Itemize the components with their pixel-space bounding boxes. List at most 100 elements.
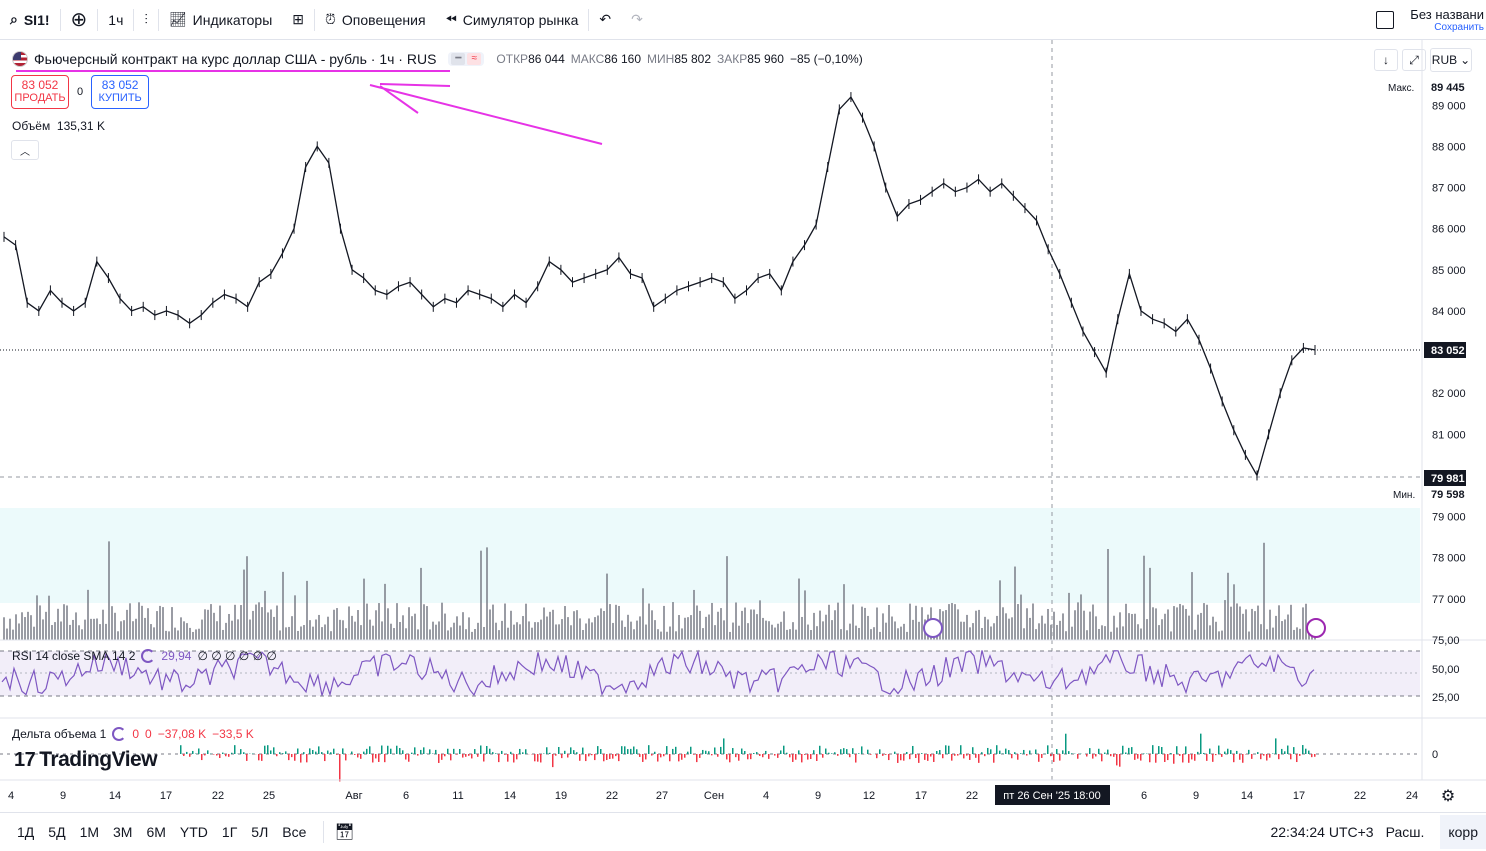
volume-bar (288, 626, 290, 640)
tradingview-logo[interactable]: 17 TradingView (14, 748, 158, 772)
range-button[interactable]: 1М (79, 824, 100, 840)
calendar-icon[interactable]: 📅︎ (334, 824, 355, 841)
delta-bar (324, 754, 326, 762)
redo-button[interactable]: ↷ (621, 0, 653, 40)
delta-bar (438, 754, 440, 763)
divider (323, 821, 325, 843)
volume-bar (126, 609, 128, 640)
volume-bar (1008, 618, 1010, 640)
range-button[interactable]: 1Г (221, 824, 238, 840)
volume-bar (162, 607, 164, 640)
delta-bar (1056, 749, 1058, 754)
volume-bar (1305, 603, 1307, 640)
buy-label: КУПИТЬ (98, 92, 142, 104)
delta-bar (732, 748, 734, 754)
delta-bar (1122, 745, 1124, 754)
status-pill: ━ ≈ (448, 52, 485, 66)
rsi-tick-label: 25,00 (1432, 692, 1460, 704)
scroll-down-button[interactable]: ↓ (1374, 49, 1398, 71)
chart-area[interactable]: 89 000 88 000 87 000 86 000 85 000 84 000 82 0… (0, 40, 1486, 810)
sell-button[interactable]: 83 052 ПРОДАТЬ (11, 75, 69, 109)
layout-square-icon[interactable] (1376, 11, 1394, 29)
delta-bar (972, 747, 974, 754)
delta-bar (1209, 748, 1211, 754)
last-price-label-bg (1424, 342, 1466, 358)
refresh-icon[interactable] (112, 727, 127, 741)
delta-bar (375, 754, 377, 759)
delta-bar (198, 748, 200, 754)
delta-bar (846, 749, 848, 754)
delta-bar (666, 746, 668, 754)
volume-bar (339, 619, 341, 640)
volume-bar (603, 610, 605, 640)
delta-bar (1092, 754, 1094, 759)
lightning-marker-icon[interactable] (1306, 618, 1326, 638)
chart-canvas[interactable]: 89 000 88 000 87 000 86 000 85 000 84 000 82 0… (0, 40, 1486, 810)
delta-bar (363, 751, 365, 754)
volume-bar (60, 621, 62, 640)
volume-bar (1047, 608, 1049, 640)
undo-button[interactable]: ↶ (589, 0, 621, 40)
volume-bar (1149, 567, 1151, 640)
templates-button[interactable]: ⊞ (282, 0, 314, 40)
volume-bar (1167, 609, 1169, 640)
event-marker-icon[interactable] (923, 618, 943, 638)
delta-bar (840, 749, 842, 754)
volume-legend: Объём 135,31 K (12, 119, 105, 133)
extended-hours-toggle[interactable]: Расш. (1385, 824, 1425, 840)
volume-bar (1077, 602, 1079, 640)
delta-bar (1107, 749, 1109, 754)
range-button[interactable]: 5Л (251, 824, 269, 840)
replay-button[interactable]: ⏪︎ Симулятор рынка (436, 0, 589, 40)
volume-bar (150, 624, 152, 640)
interval-button[interactable]: 1ч (98, 0, 133, 40)
volume-bar (873, 627, 875, 640)
volume-bar (1242, 613, 1244, 640)
delta-bar (966, 754, 968, 756)
symbol-title[interactable]: Фьючерсный контракт на курс доллар США -… (34, 51, 437, 67)
volume-bar (249, 619, 251, 640)
delta-bar (1104, 752, 1106, 754)
range-button[interactable]: 1Д (17, 824, 35, 840)
buy-button[interactable]: 83 052 КУПИТЬ (91, 75, 150, 109)
volume-bar (1053, 611, 1055, 640)
adjustment-toggle[interactable]: корр (1440, 815, 1486, 849)
volume-bar (630, 621, 632, 640)
chart-type-button[interactable]: ⫶ (134, 0, 158, 40)
volume-bar (471, 631, 473, 640)
chevron-down-icon: ⌄ (1460, 53, 1471, 67)
volume-bar (24, 617, 26, 640)
volume-bar (1092, 604, 1094, 640)
volume-bar (981, 627, 983, 640)
compare-add-button[interactable]: ⊕ (61, 0, 98, 40)
volume-bar (726, 556, 728, 640)
range-button[interactable]: Все (282, 824, 307, 840)
delta-bar (570, 747, 572, 754)
indicators-button[interactable]: 📈︎ Индикаторы (159, 0, 282, 40)
fullscreen-button[interactable]: ⤢ (1402, 49, 1426, 71)
delta-bar (510, 751, 512, 754)
currency-button[interactable]: RUB ⌄ (1430, 48, 1472, 72)
clock[interactable]: 22:34:24 UTC+3 (1270, 824, 1374, 840)
range-button[interactable]: 3М (113, 824, 133, 840)
range-button[interactable]: 5Д (48, 824, 66, 840)
delta-bar (612, 754, 614, 759)
bottom-toolbar: 1Д 5Д 1М 3М 6М YTD 1Г 5Л Все 📅︎ 22:34:24 UTC+3 Р… (0, 812, 1486, 851)
range-button[interactable]: 6М (146, 824, 166, 840)
symbol-search-button[interactable]: ⌕ SI1! (0, 0, 60, 40)
volume-bar (63, 604, 65, 640)
volume-bar (1182, 605, 1184, 640)
volume-bar (108, 541, 110, 640)
collapse-legend-button[interactable]: ︿ (11, 140, 39, 160)
save-layout-button[interactable]: Без названи Сохранить (1410, 7, 1486, 33)
time-tick-label: 9 (815, 790, 821, 802)
delta-bar (969, 754, 971, 760)
volume-bar (93, 618, 95, 640)
volume-bar (375, 610, 377, 640)
settings-gear-icon[interactable]: ⚙ (1441, 786, 1455, 805)
range-button[interactable]: YTD (179, 824, 208, 840)
refresh-icon[interactable] (141, 649, 156, 663)
alerts-button[interactable]: ⏰︎ Оповещения (315, 0, 436, 40)
volume-bar (1176, 607, 1178, 640)
last-price-label: 83 052 (1431, 345, 1465, 357)
